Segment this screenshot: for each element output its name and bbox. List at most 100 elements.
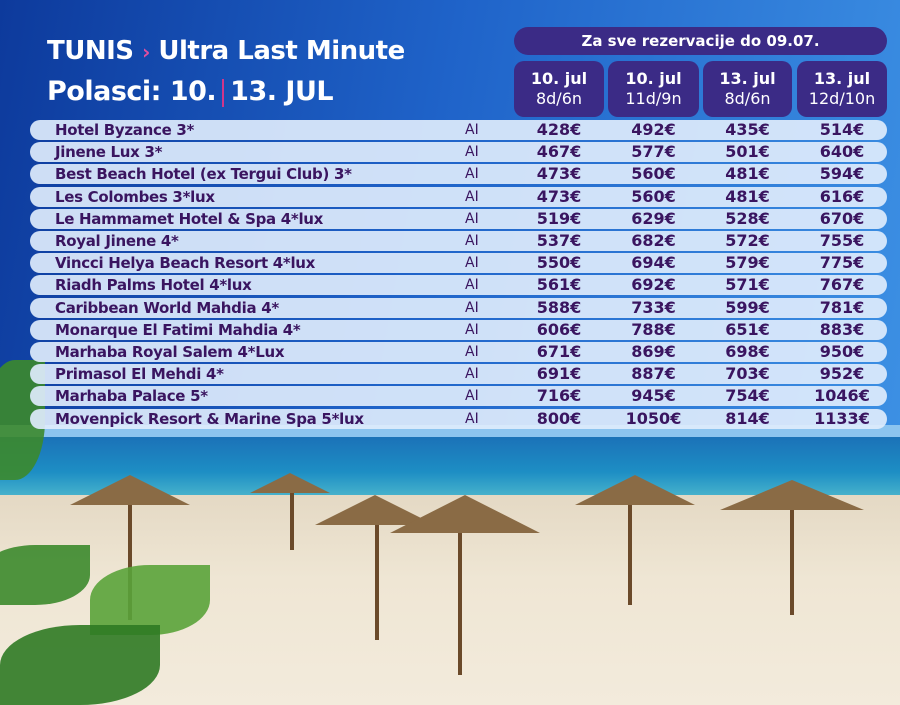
table-row: Marhaba Palace 5* AI 716€ 945€ 754€ 1046€ (30, 386, 887, 407)
umbrella-pole (790, 510, 794, 615)
price-cell: 692€ (631, 275, 676, 295)
price-cell: 767€ (819, 275, 865, 295)
price-cell: 606€ (536, 319, 582, 339)
palm-leaf (0, 625, 160, 705)
price-cell: 671€ (536, 342, 582, 361)
umbrella-pole (458, 525, 462, 675)
price-cell: 670€ (819, 208, 865, 228)
column-header: 10. jul 8d/6n (514, 61, 604, 117)
price-cell: 775€ (819, 253, 865, 273)
price-cell: 473€ (536, 186, 582, 206)
price-cell: 716€ (536, 386, 582, 406)
price-cell: 703€ (725, 364, 770, 384)
beach-photo (0, 425, 900, 705)
table-row: Primasol El Mehdi 4* AI 691€ 887€ 703€ 952€ (30, 364, 887, 385)
board-type: AI (465, 321, 479, 338)
price-cell: 481€ (725, 186, 770, 206)
price-cell: 788€ (631, 319, 676, 339)
column-date: 13. jul (813, 69, 871, 88)
table-row: Les Colombes 3*lux AI 473€ 560€ 481€ 616€ (30, 186, 887, 207)
price-cell: 682€ (631, 231, 676, 250)
price-cell: 572€ (725, 231, 770, 250)
hotel-name: Riadh Palms Hotel 4*lux (55, 276, 252, 295)
price-cell: 501€ (725, 142, 770, 162)
umbrella (575, 475, 695, 505)
price-cell: 537€ (536, 231, 582, 250)
board-type: AI (465, 122, 479, 138)
column-header: 10. jul 11d/9n (608, 61, 699, 117)
departures-label: Polasci: 10. (47, 76, 217, 107)
board-type: AI (465, 233, 479, 249)
price-cell: 519€ (536, 208, 582, 228)
table-row: Jinene Lux 3* AI 467€ 577€ 501€ 640€ (30, 142, 887, 163)
hotel-name: Primasol El Mehdi 4* (55, 365, 224, 384)
umbrella-pole (290, 490, 294, 550)
price-cell: 883€ (819, 319, 865, 339)
hotel-name: Vincci Helya Beach Resort 4*lux (55, 254, 316, 273)
board-type: AI (465, 299, 479, 316)
price-cell: 467€ (536, 142, 582, 162)
price-cell: 577€ (631, 142, 676, 162)
price-cell: 694€ (631, 253, 676, 273)
hotel-name: Jinene Lux 3* (55, 143, 163, 162)
column-duration: 8d/6n (535, 89, 583, 108)
table-row: Royal Jinene 4* AI 537€ 682€ 572€ 755€ (30, 231, 887, 251)
price-cell: 733€ (631, 297, 676, 317)
price-cell: 550€ (536, 253, 582, 273)
price-cell: 599€ (725, 297, 770, 317)
price-cell: 640€ (819, 142, 865, 162)
price-cell: 814€ (725, 408, 770, 428)
chevron-right-icon: › (142, 40, 150, 64)
column-duration: 12d/10n (808, 89, 876, 108)
hotel-name: Caribbean World Mahdia 4* (55, 298, 279, 317)
board-type: AI (465, 188, 479, 205)
umbrella (720, 480, 864, 510)
price-cell: 560€ (631, 164, 676, 184)
table-row: Best Beach Hotel (ex Tergui Club) 3* AI 47… (30, 164, 887, 185)
booking-note: Za sve rezervacije do 09.07. (514, 27, 887, 55)
umbrella (70, 475, 190, 505)
price-cell: 579€ (725, 253, 770, 273)
page-title: TUNIS › Ultra Last Minute (47, 36, 405, 66)
table-row: Movenpick Resort & Marine Spa 5*lux AI 800… (30, 408, 887, 429)
price-cell: 1046€ (814, 386, 870, 406)
price-cell: 560€ (631, 186, 676, 206)
board-type: AI (465, 144, 479, 161)
price-cell: 594€ (819, 164, 865, 184)
price-cell: 528€ (725, 208, 770, 228)
board-type: AI (465, 277, 479, 294)
departures-second: 13. JUL (230, 76, 334, 107)
hotel-name: Movenpick Resort & Marine Spa 5*lux (55, 409, 364, 428)
table-row: Hotel Byzance 3* AI 428€ 492€ 435€ 514€ (30, 120, 887, 140)
price-cell: 755€ (819, 231, 865, 250)
price-cell: 473€ (536, 164, 582, 184)
price-cell: 800€ (536, 408, 582, 428)
table-row: Le Hammamet Hotel & Spa 4*lux AI 519€ 629€ 5… (30, 208, 887, 229)
board-type: AI (465, 255, 479, 272)
price-cell: 435€ (725, 120, 770, 139)
hotel-name: Royal Jinene 4* (55, 232, 179, 250)
board-type: AI (465, 410, 479, 427)
price-cell: 887€ (631, 364, 676, 384)
hotel-name: Monarque El Fatimi Mahdia 4* (55, 320, 301, 339)
column-header: 13. jul 12d/10n (797, 61, 887, 117)
umbrella (250, 473, 330, 493)
board-type: AI (465, 366, 479, 383)
umbrella-pole (375, 520, 379, 640)
price-cell: 945€ (631, 386, 676, 406)
price-cell: 781€ (819, 297, 865, 317)
table-row: Caribbean World Mahdia 4* AI 588€ 733€ 599€ 7… (30, 297, 887, 318)
price-cell: 492€ (631, 120, 676, 139)
hotel-name: Hotel Byzance 3* (55, 121, 195, 139)
divider (222, 78, 225, 107)
board-type: AI (465, 388, 479, 405)
hotel-name: Best Beach Hotel (ex Tergui Club) 3* (55, 165, 352, 184)
price-cell: 754€ (725, 386, 770, 406)
price-cell: 952€ (819, 364, 865, 384)
board-type: AI (465, 166, 479, 183)
price-cell: 616€ (819, 186, 865, 206)
column-duration: 8d/6n (724, 89, 771, 108)
board-type: AI (465, 210, 479, 227)
hotel-name: Marhaba Palace 5* (55, 387, 208, 406)
price-cell: 950€ (819, 342, 865, 361)
